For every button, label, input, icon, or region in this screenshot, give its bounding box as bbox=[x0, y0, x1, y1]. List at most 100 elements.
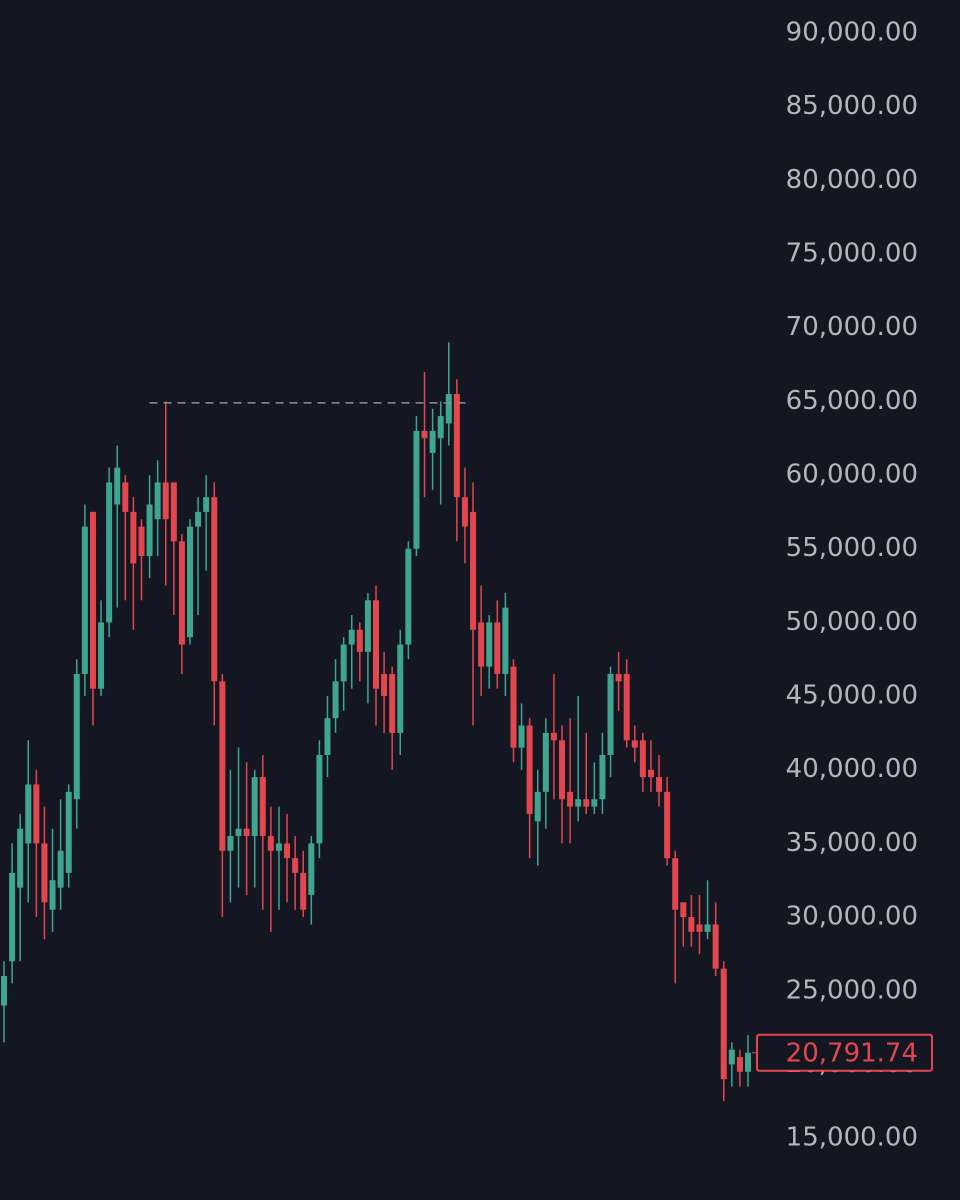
candle-body bbox=[389, 673, 396, 733]
candle-body bbox=[623, 673, 630, 741]
candle-body bbox=[300, 872, 307, 910]
candle-body bbox=[639, 740, 646, 778]
candle-body bbox=[138, 526, 145, 557]
candle-body bbox=[89, 511, 96, 689]
candle-body bbox=[745, 1052, 751, 1072]
candle-body bbox=[510, 666, 517, 748]
candle-body bbox=[542, 732, 549, 792]
candle-body bbox=[591, 799, 598, 807]
candle-body bbox=[364, 600, 371, 652]
candle-body bbox=[607, 673, 614, 756]
candle-body bbox=[57, 850, 64, 888]
candle-body bbox=[680, 902, 687, 918]
candle-body bbox=[114, 467, 121, 505]
y-tick-label: 70,000.00 bbox=[786, 312, 918, 342]
candle-body bbox=[65, 791, 72, 873]
y-tick-label: 75,000.00 bbox=[786, 239, 918, 269]
candle-body bbox=[211, 497, 218, 682]
candle-body bbox=[397, 644, 404, 733]
candle-body bbox=[308, 843, 315, 895]
y-tick-label: 50,000.00 bbox=[786, 607, 918, 637]
y-tick-label: 30,000.00 bbox=[786, 902, 918, 932]
candle-body bbox=[332, 681, 339, 719]
candle-body bbox=[9, 872, 16, 962]
candle-body bbox=[251, 777, 258, 837]
candle-body bbox=[348, 629, 355, 645]
candle-body bbox=[235, 828, 242, 837]
candle-body bbox=[316, 755, 323, 844]
candle-body bbox=[712, 924, 719, 969]
candle-body bbox=[494, 622, 501, 674]
candle-body bbox=[720, 968, 727, 1080]
y-tick-label: 65,000.00 bbox=[786, 386, 918, 416]
candle-body bbox=[518, 725, 525, 748]
candle-body bbox=[203, 497, 210, 512]
candle-body bbox=[284, 843, 291, 859]
candle-body bbox=[106, 482, 113, 623]
candle-body bbox=[696, 924, 703, 932]
candle-body bbox=[437, 416, 444, 439]
candle-body bbox=[704, 924, 711, 932]
candle-body bbox=[445, 394, 452, 424]
candle-body bbox=[567, 791, 574, 807]
candle-body bbox=[526, 725, 533, 814]
candle-body bbox=[195, 511, 202, 527]
y-tick-label: 85,000.00 bbox=[786, 91, 918, 121]
candle-body bbox=[453, 394, 460, 498]
y-tick-label: 25,000.00 bbox=[786, 975, 918, 1005]
candle-body bbox=[122, 482, 129, 512]
y-tick-label: 40,000.00 bbox=[786, 754, 918, 784]
candle-body bbox=[470, 511, 477, 630]
y-tick-label: 90,000.00 bbox=[786, 18, 918, 48]
y-tick-label: 35,000.00 bbox=[786, 828, 918, 858]
candle-body bbox=[81, 526, 88, 674]
candle-body bbox=[267, 836, 274, 851]
candle-body bbox=[73, 673, 80, 800]
y-tick-label: 45,000.00 bbox=[786, 681, 918, 711]
candle-body bbox=[413, 430, 420, 549]
candle-body bbox=[227, 836, 234, 851]
last-price-label: 20,791.74 bbox=[786, 1038, 918, 1068]
last-price-box bbox=[756, 1033, 933, 1072]
candle-body bbox=[292, 858, 299, 873]
candle-body bbox=[421, 430, 428, 439]
candle-body bbox=[324, 718, 331, 756]
candle-body bbox=[559, 740, 565, 800]
candle-body bbox=[486, 622, 493, 667]
candle-body bbox=[49, 880, 56, 910]
candle-body bbox=[478, 622, 485, 667]
candle-body bbox=[356, 629, 363, 652]
candle-body bbox=[664, 791, 671, 859]
candle-body bbox=[170, 482, 177, 542]
candle-body bbox=[534, 791, 541, 822]
candle-body bbox=[340, 644, 347, 682]
y-tick-label: 15,000.00 bbox=[786, 1123, 918, 1153]
candle-body bbox=[461, 497, 468, 527]
y-tick-label: 60,000.00 bbox=[786, 460, 918, 490]
y-tick-label: 80,000.00 bbox=[786, 165, 918, 195]
candle-body bbox=[275, 843, 282, 851]
candle-body bbox=[146, 504, 153, 557]
candle-body bbox=[575, 799, 582, 807]
y-tick-label: 55,000.00 bbox=[786, 533, 918, 563]
candle-body bbox=[373, 600, 379, 689]
candle-body bbox=[25, 784, 32, 844]
candle-body bbox=[736, 1057, 743, 1072]
candle-body bbox=[130, 511, 137, 564]
candle-body bbox=[187, 526, 193, 638]
candle-body bbox=[243, 828, 250, 837]
candle-body bbox=[647, 769, 654, 778]
candle-body bbox=[502, 607, 509, 674]
candle-body bbox=[33, 784, 40, 844]
candle-body bbox=[583, 799, 590, 807]
candle-body bbox=[219, 681, 226, 851]
candle-body bbox=[259, 777, 266, 837]
candle-body bbox=[41, 843, 48, 903]
candle-body bbox=[162, 482, 169, 520]
candle-body bbox=[728, 1049, 735, 1065]
candle-body bbox=[98, 622, 105, 689]
candle-body bbox=[178, 541, 185, 645]
candle-body bbox=[1, 976, 7, 1006]
candle-body bbox=[656, 777, 663, 792]
